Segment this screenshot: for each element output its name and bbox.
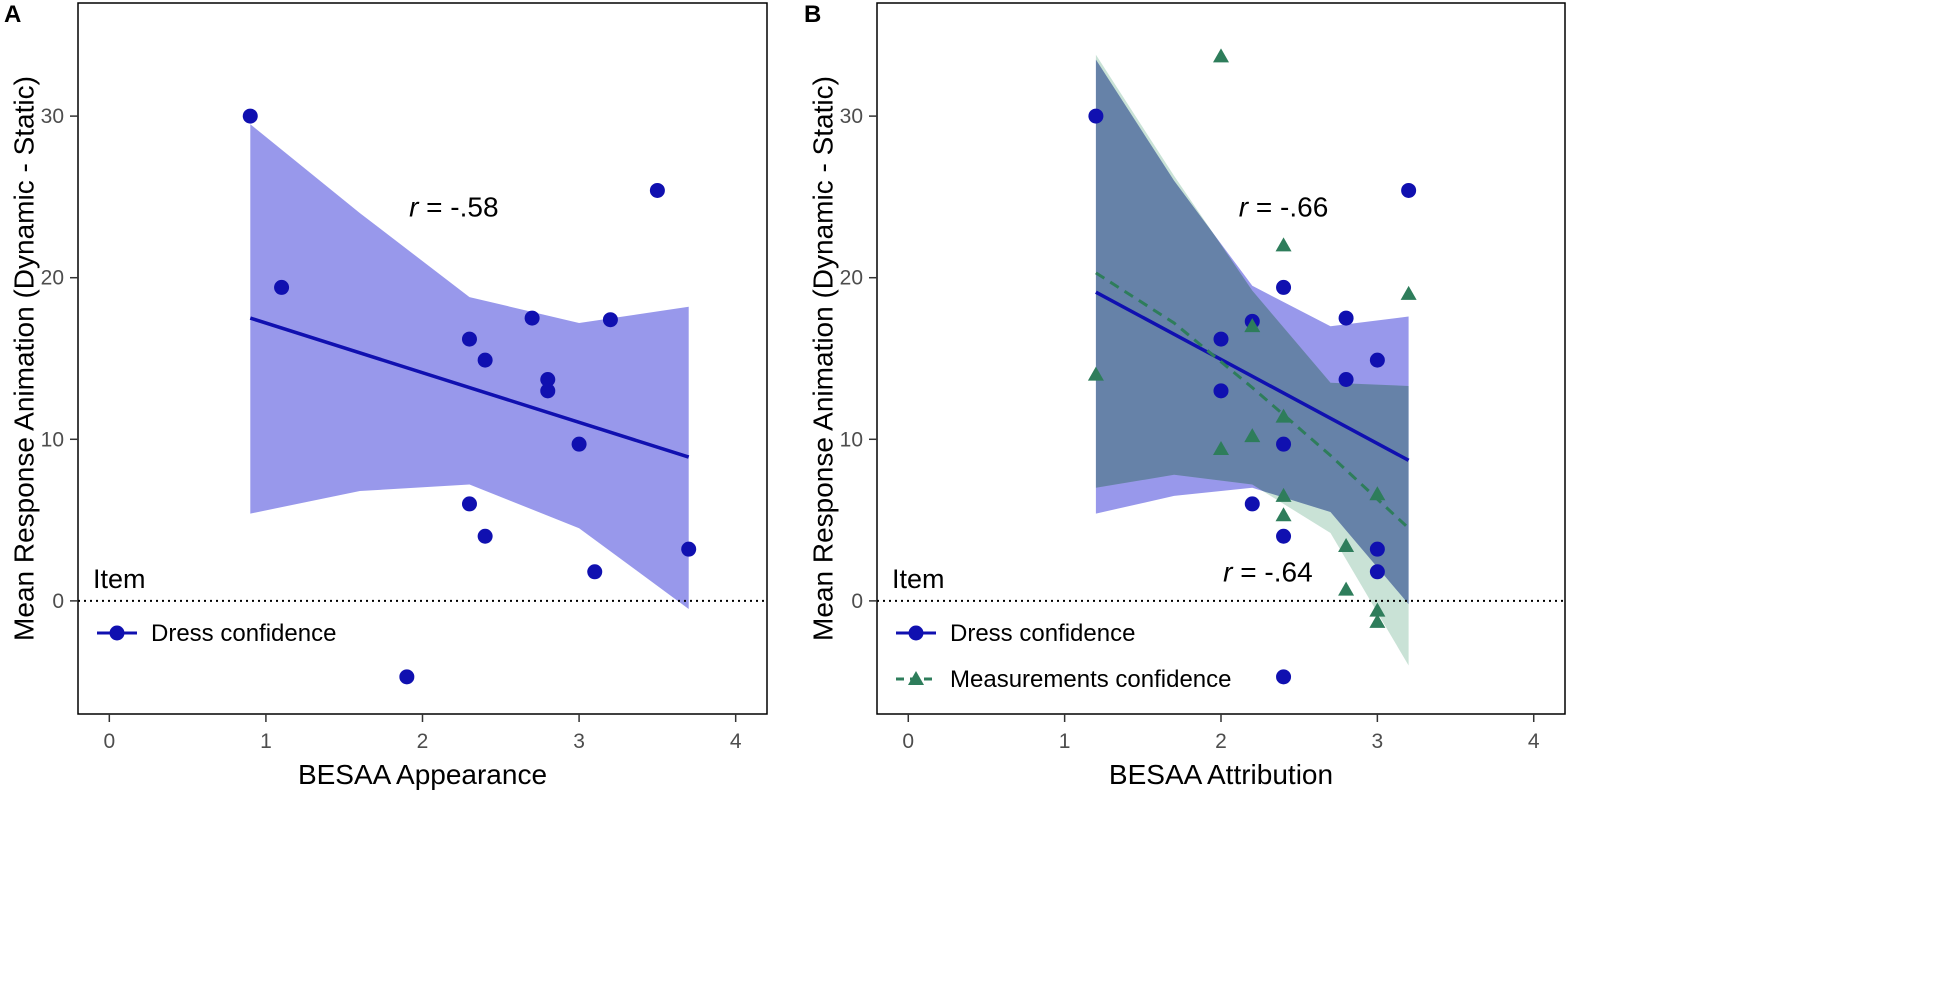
data-point-circle [477,528,493,544]
correlation-annotation: r = -.66 [1239,191,1329,222]
data-point-triangle [1369,613,1386,628]
y-axis-label: Mean Response Animation (Dynamic - Stati… [8,76,39,641]
x-tick-label: 1 [1059,730,1071,753]
data-point-triangle [1275,237,1292,252]
y-tick-label: 0 [851,590,863,613]
legend-title: Item [892,564,945,594]
x-tick-label: 2 [1215,730,1227,753]
data-point-circle [540,383,556,399]
annotation-r: r [409,191,420,222]
data-point-triangle [1275,507,1292,522]
fit-line-dress [1095,290,1410,462]
confidence-ribbon [250,124,689,609]
data-point-triangle [1338,581,1355,596]
legend-entry-label: Measurements confidence [950,666,1231,693]
data-point-circle [1338,310,1354,326]
data-point-circle [1276,436,1292,452]
data-point-circle [649,182,665,198]
data-point-triangle [1369,602,1386,617]
legend-key-circle [908,625,924,641]
y-tick-label: 10 [41,428,64,451]
y-axis-label: Mean Response Animation (Dynamic - Stati… [807,76,838,641]
correlation-annotation: r = -.58 [409,191,499,222]
data-point-circle [1244,496,1260,512]
data-point-triangle [1369,486,1386,501]
legend-key-triangle [908,671,924,685]
x-axis-label: BESAA Appearance [298,759,547,790]
x-tick-label: 4 [1528,730,1540,753]
data-point-triangle [1244,318,1261,333]
data-point-triangle [1213,48,1229,63]
x-tick-label: 3 [1372,730,1384,753]
data-point-circle [1276,528,1292,544]
y-tick-label: 20 [840,267,863,290]
data-point-circle [524,310,540,326]
x-tick-label: 1 [260,730,272,753]
fit-line-measurements [1095,271,1410,530]
y-tick-label: 30 [840,105,863,128]
data-point-circle [571,436,587,452]
legend-entry-label: Dress confidence [151,620,336,647]
x-tick-label: 3 [573,730,585,753]
data-point-triangle [1244,428,1261,443]
panel-label: A [4,1,21,28]
x-tick-label: 0 [103,730,115,753]
data-point-triangle [1338,537,1355,552]
x-tick-label: 0 [902,730,914,753]
correlation-annotation: r = -.64 [1223,556,1313,587]
x-axis-label: BESAA Attribution [1109,759,1333,790]
data-point-circle [274,279,290,295]
legend-key-circle [109,625,125,641]
annotation-value: = -.64 [1232,556,1312,587]
legend-title: Item [93,564,146,594]
data-point-circle [461,496,477,512]
data-point-circle [1369,352,1385,368]
y-tick-label: 30 [41,105,64,128]
data-point-triangle [1275,487,1292,502]
data-point-triangle [1213,440,1229,455]
panel-label: B [804,1,821,28]
y-tick-label: 0 [52,590,64,613]
data-point-triangle [1087,366,1104,381]
data-point-circle [461,331,477,347]
data-point-triangle [1275,408,1292,423]
data-point-circle [399,669,415,685]
panel-a: 0 1 2 3 4 0 10 20 30 BESAA Appearance Mean Respons… [4,1,768,790]
data-point-circle [242,108,258,124]
data-point-circle [1276,669,1292,685]
data-point-circle [1213,331,1229,347]
data-point-circle [602,312,618,328]
panel-b: 0 1 2 3 4 0 10 20 30 BESAA Attribution Mean Respon… [804,1,1566,790]
data-point-circle [1213,383,1229,399]
data-point-circle [587,564,603,580]
fit-line-dress [249,316,690,459]
annotation-r: r [1223,556,1234,587]
x-tick-label: 2 [417,730,429,753]
data-point-circle [1338,372,1354,388]
data-point-circle [477,352,493,368]
data-point-circle [1369,564,1385,580]
annotation-r: r [1239,191,1250,222]
annotation-value: = -.66 [1248,191,1328,222]
x-tick-label: 4 [730,730,742,753]
data-point-circle [1276,279,1292,295]
data-point-triangle [1400,285,1417,300]
data-point-circle [1369,541,1385,557]
annotation-value: = -.58 [418,191,498,222]
plot-area [249,124,690,609]
y-tick-label: 10 [840,428,863,451]
data-point-circle [1401,182,1417,198]
legend-entry-label: Dress confidence [950,620,1135,647]
data-point-circle [540,372,556,388]
data-point-circle [681,541,697,557]
data-point-circle [1088,108,1104,124]
y-tick-label: 20 [41,267,64,290]
